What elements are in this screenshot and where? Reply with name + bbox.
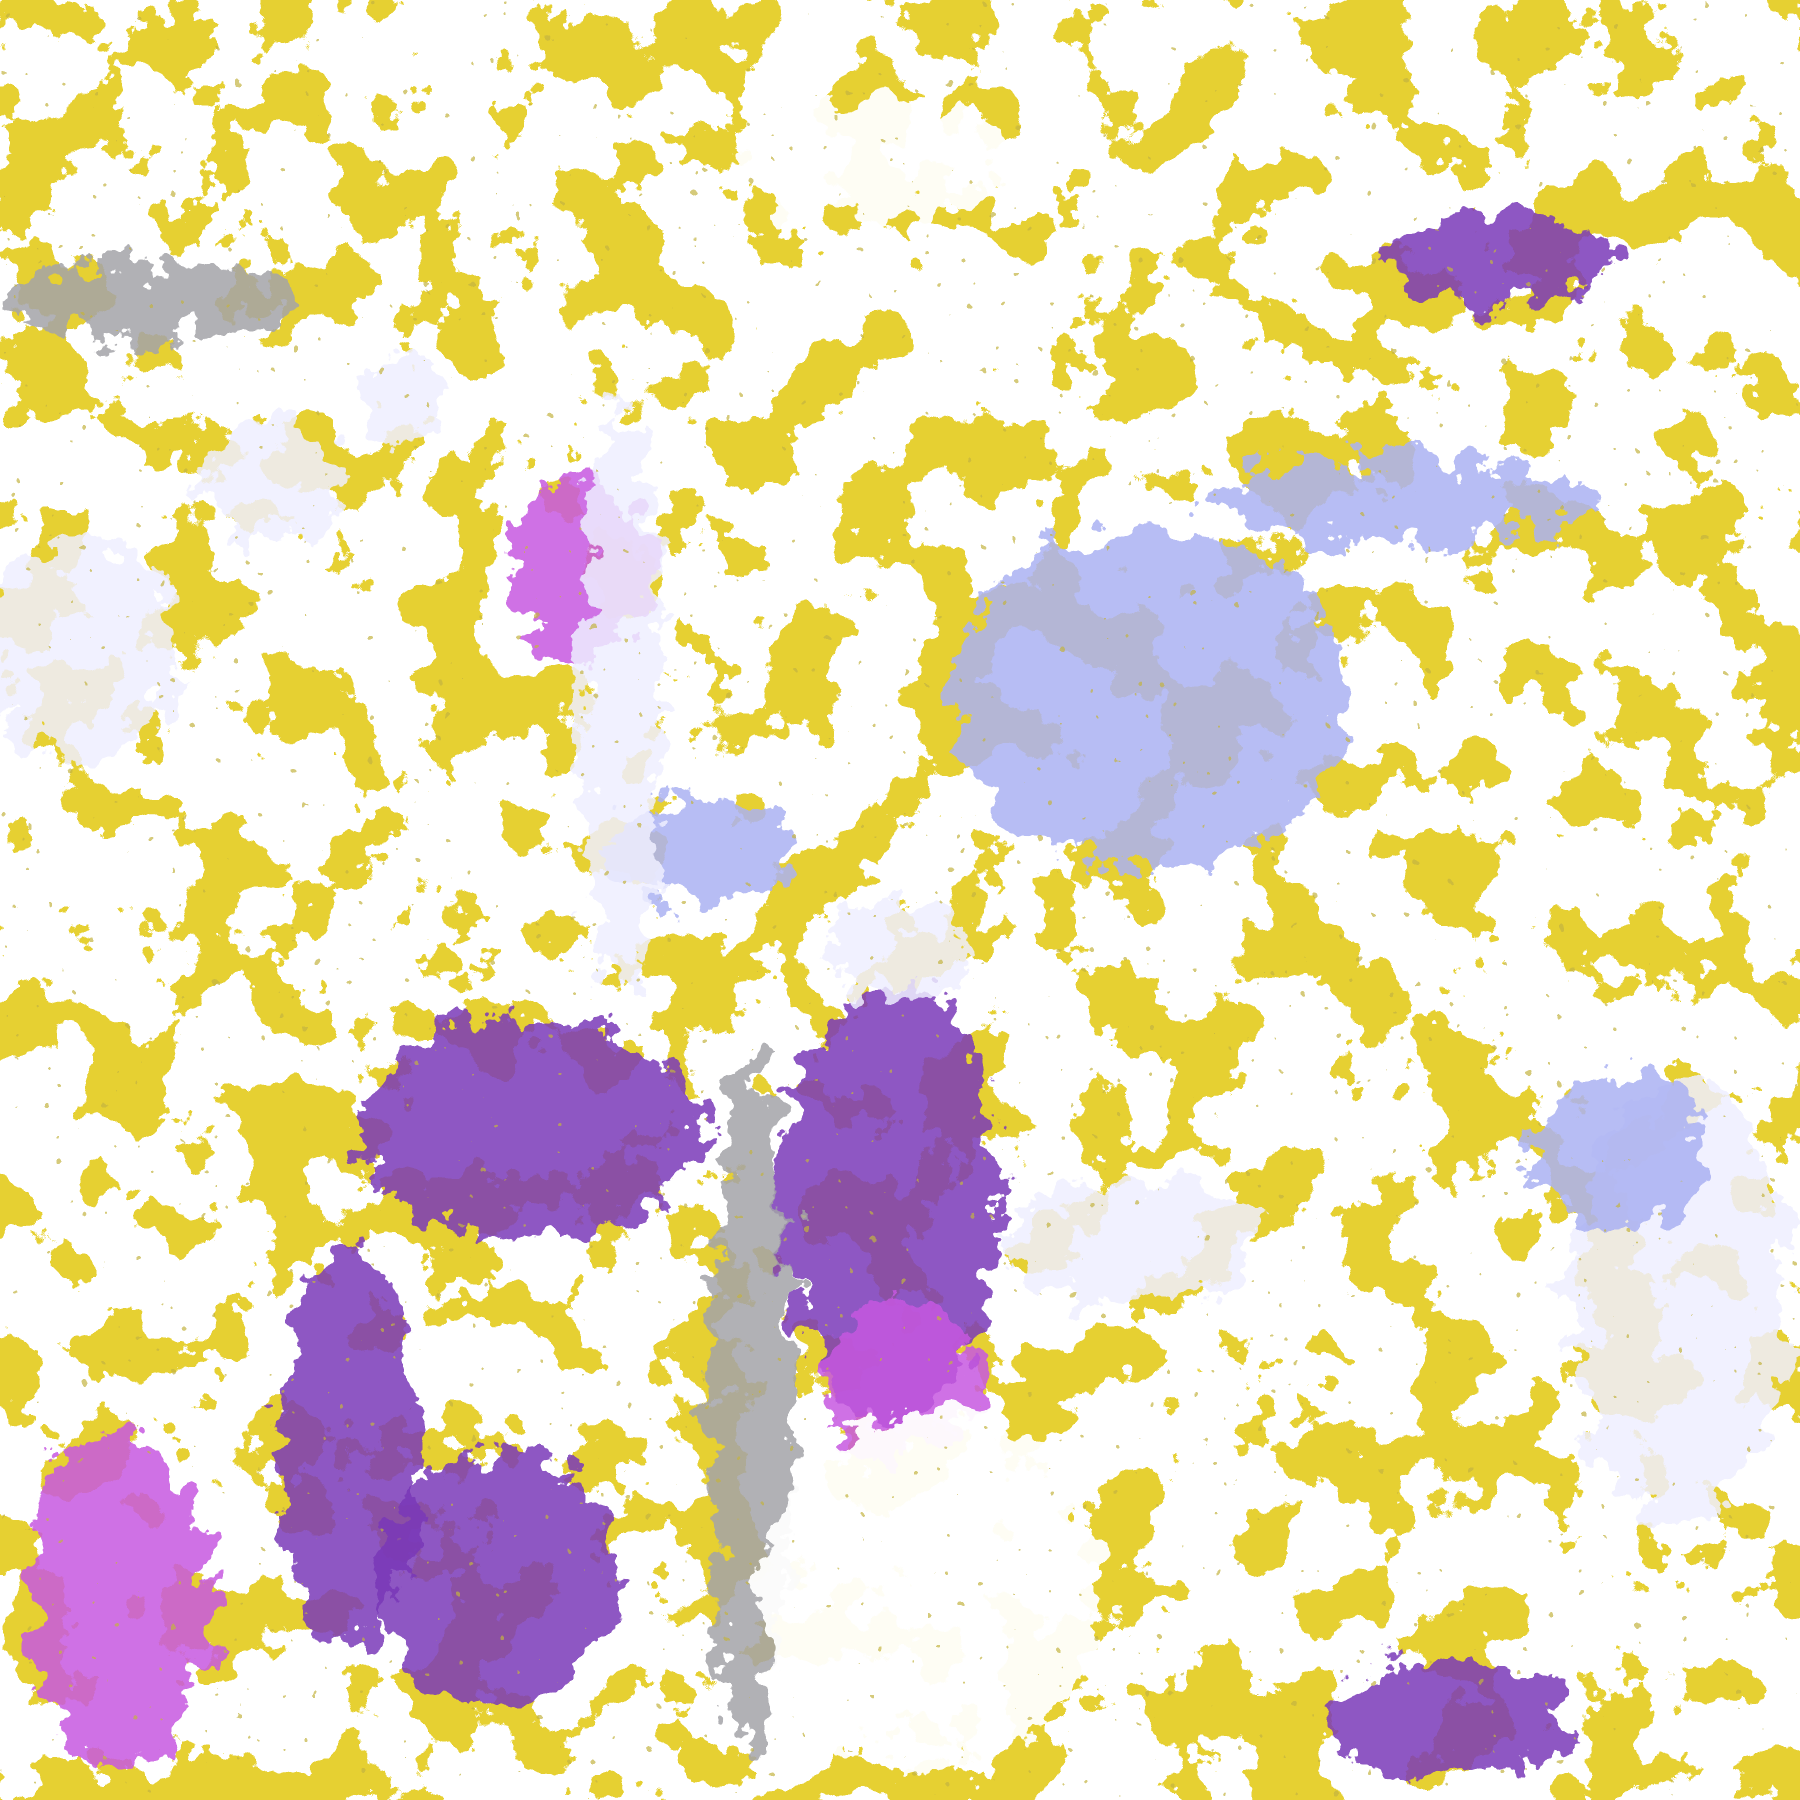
map-canvas — [0, 0, 1800, 1800]
satellite-map — [0, 0, 1800, 1800]
fine-speckle — [0, 0, 1800, 1800]
